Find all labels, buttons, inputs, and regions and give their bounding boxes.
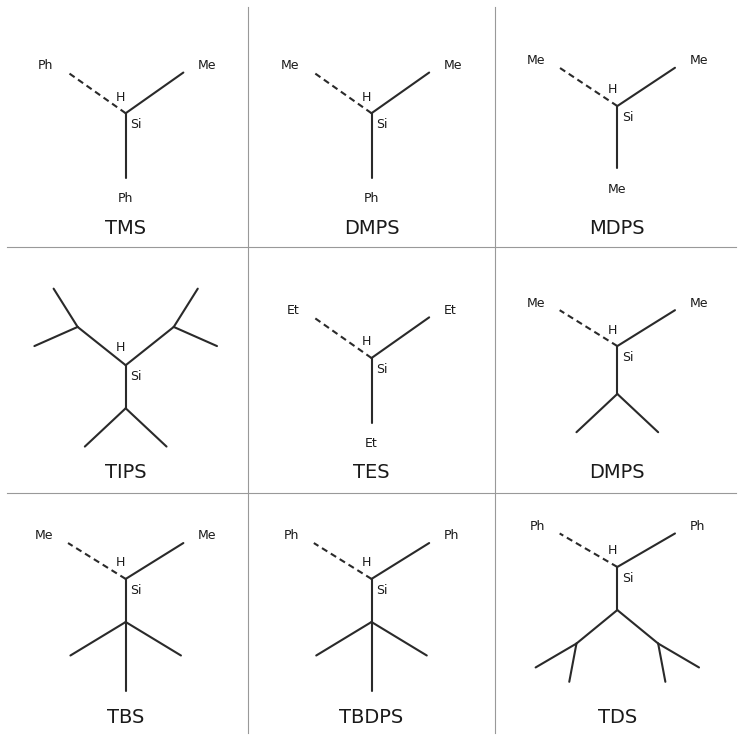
Text: TBS: TBS	[107, 708, 144, 727]
Text: Me: Me	[608, 183, 626, 195]
Text: H: H	[362, 335, 372, 349]
Text: H: H	[362, 91, 372, 104]
Text: DMPS: DMPS	[589, 463, 645, 482]
Text: Si: Si	[131, 370, 142, 383]
Text: H: H	[362, 556, 372, 569]
Text: H: H	[608, 84, 617, 96]
Text: Me: Me	[527, 297, 545, 309]
Text: DMPS: DMPS	[344, 218, 399, 238]
Text: Ph: Ph	[364, 192, 379, 205]
Text: Ph: Ph	[284, 529, 299, 542]
Text: Ph: Ph	[690, 519, 705, 533]
Text: TIPS: TIPS	[105, 463, 146, 482]
Text: Si: Si	[376, 118, 388, 131]
Text: TES: TES	[353, 463, 390, 482]
Text: Ph: Ph	[38, 59, 53, 72]
Text: Me: Me	[690, 54, 708, 67]
Text: Si: Si	[131, 584, 142, 596]
Text: Et: Et	[287, 303, 299, 317]
Text: TBDPS: TBDPS	[340, 708, 403, 727]
Text: Me: Me	[444, 59, 462, 72]
Text: MDPS: MDPS	[589, 218, 645, 238]
Text: TMS: TMS	[105, 218, 146, 238]
Text: H: H	[608, 323, 617, 337]
Text: Si: Si	[376, 584, 388, 596]
Text: H: H	[116, 91, 126, 104]
Text: Si: Si	[376, 363, 388, 376]
Text: Me: Me	[281, 59, 299, 72]
Text: Me: Me	[35, 529, 53, 542]
Text: Me: Me	[198, 59, 216, 72]
Text: Me: Me	[690, 297, 708, 309]
Text: Si: Si	[622, 572, 634, 585]
Text: Et: Et	[444, 303, 456, 317]
Text: Ph: Ph	[530, 519, 545, 533]
Text: Ph: Ph	[444, 529, 459, 542]
Text: H: H	[116, 341, 126, 354]
Text: H: H	[116, 556, 126, 569]
Text: Ph: Ph	[118, 192, 134, 205]
Text: Me: Me	[198, 529, 216, 542]
Text: Si: Si	[622, 351, 634, 364]
Text: H: H	[608, 545, 617, 557]
Text: TDS: TDS	[597, 708, 637, 727]
Text: Me: Me	[527, 54, 545, 67]
Text: Si: Si	[131, 118, 142, 131]
Text: Si: Si	[622, 111, 634, 124]
Text: Et: Et	[365, 437, 378, 450]
